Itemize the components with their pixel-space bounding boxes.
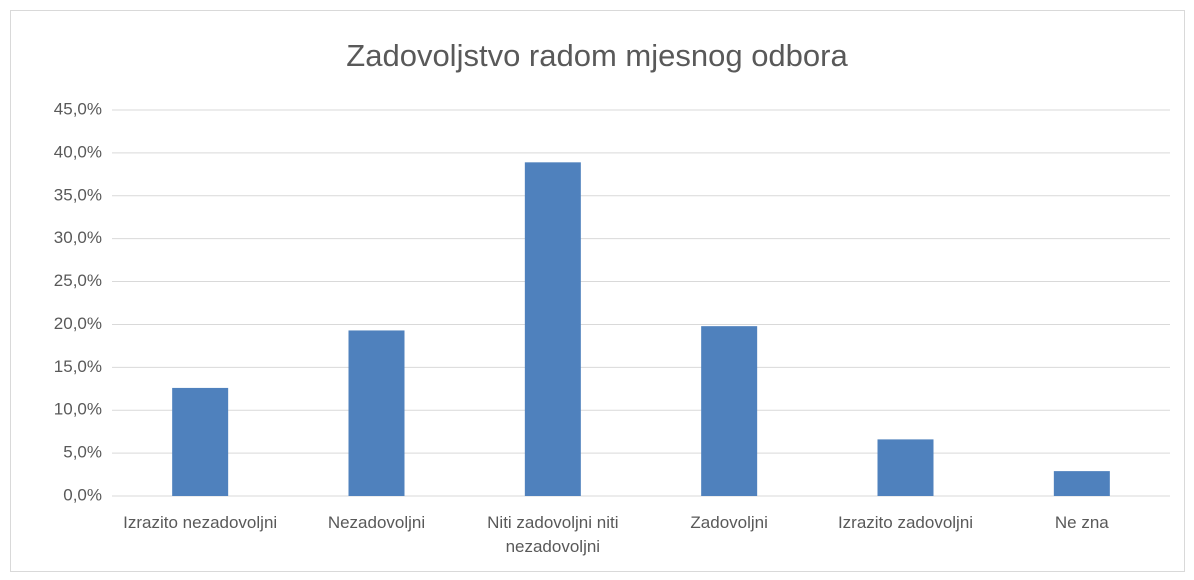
- x-tick-label: Niti zadovoljni niti nezadovoljni: [487, 513, 619, 556]
- y-tick-label: 5,0%: [63, 443, 102, 462]
- x-tick-label: Ne zna: [1054, 513, 1109, 532]
- y-tick-label: 25,0%: [54, 271, 102, 290]
- bar: [348, 330, 405, 496]
- x-tick-label: Nezadovoljni: [327, 513, 426, 532]
- x-tick-label: Izrazito nezadovoljni: [123, 513, 278, 532]
- y-tick-label: 40,0%: [54, 142, 102, 161]
- bar: [701, 326, 758, 496]
- bar: [1053, 471, 1110, 496]
- y-tick-label: 35,0%: [54, 185, 102, 204]
- x-tick-label: Izrazito zadovoljni: [837, 513, 974, 532]
- bar: [172, 387, 229, 496]
- chart-title: Zadovoljstvo radom mjesnog odbora: [346, 38, 848, 73]
- y-tick-label: 20,0%: [54, 314, 102, 333]
- y-tick-label: 15,0%: [54, 357, 102, 376]
- bar: [877, 439, 934, 496]
- bar: [524, 162, 581, 496]
- y-tick-label: 45,0%: [54, 99, 102, 118]
- x-tick-label: Zadovoljni: [690, 513, 768, 532]
- y-tick-label: 30,0%: [54, 228, 102, 247]
- y-tick-label: 0,0%: [63, 485, 102, 504]
- y-tick-label: 10,0%: [54, 400, 102, 419]
